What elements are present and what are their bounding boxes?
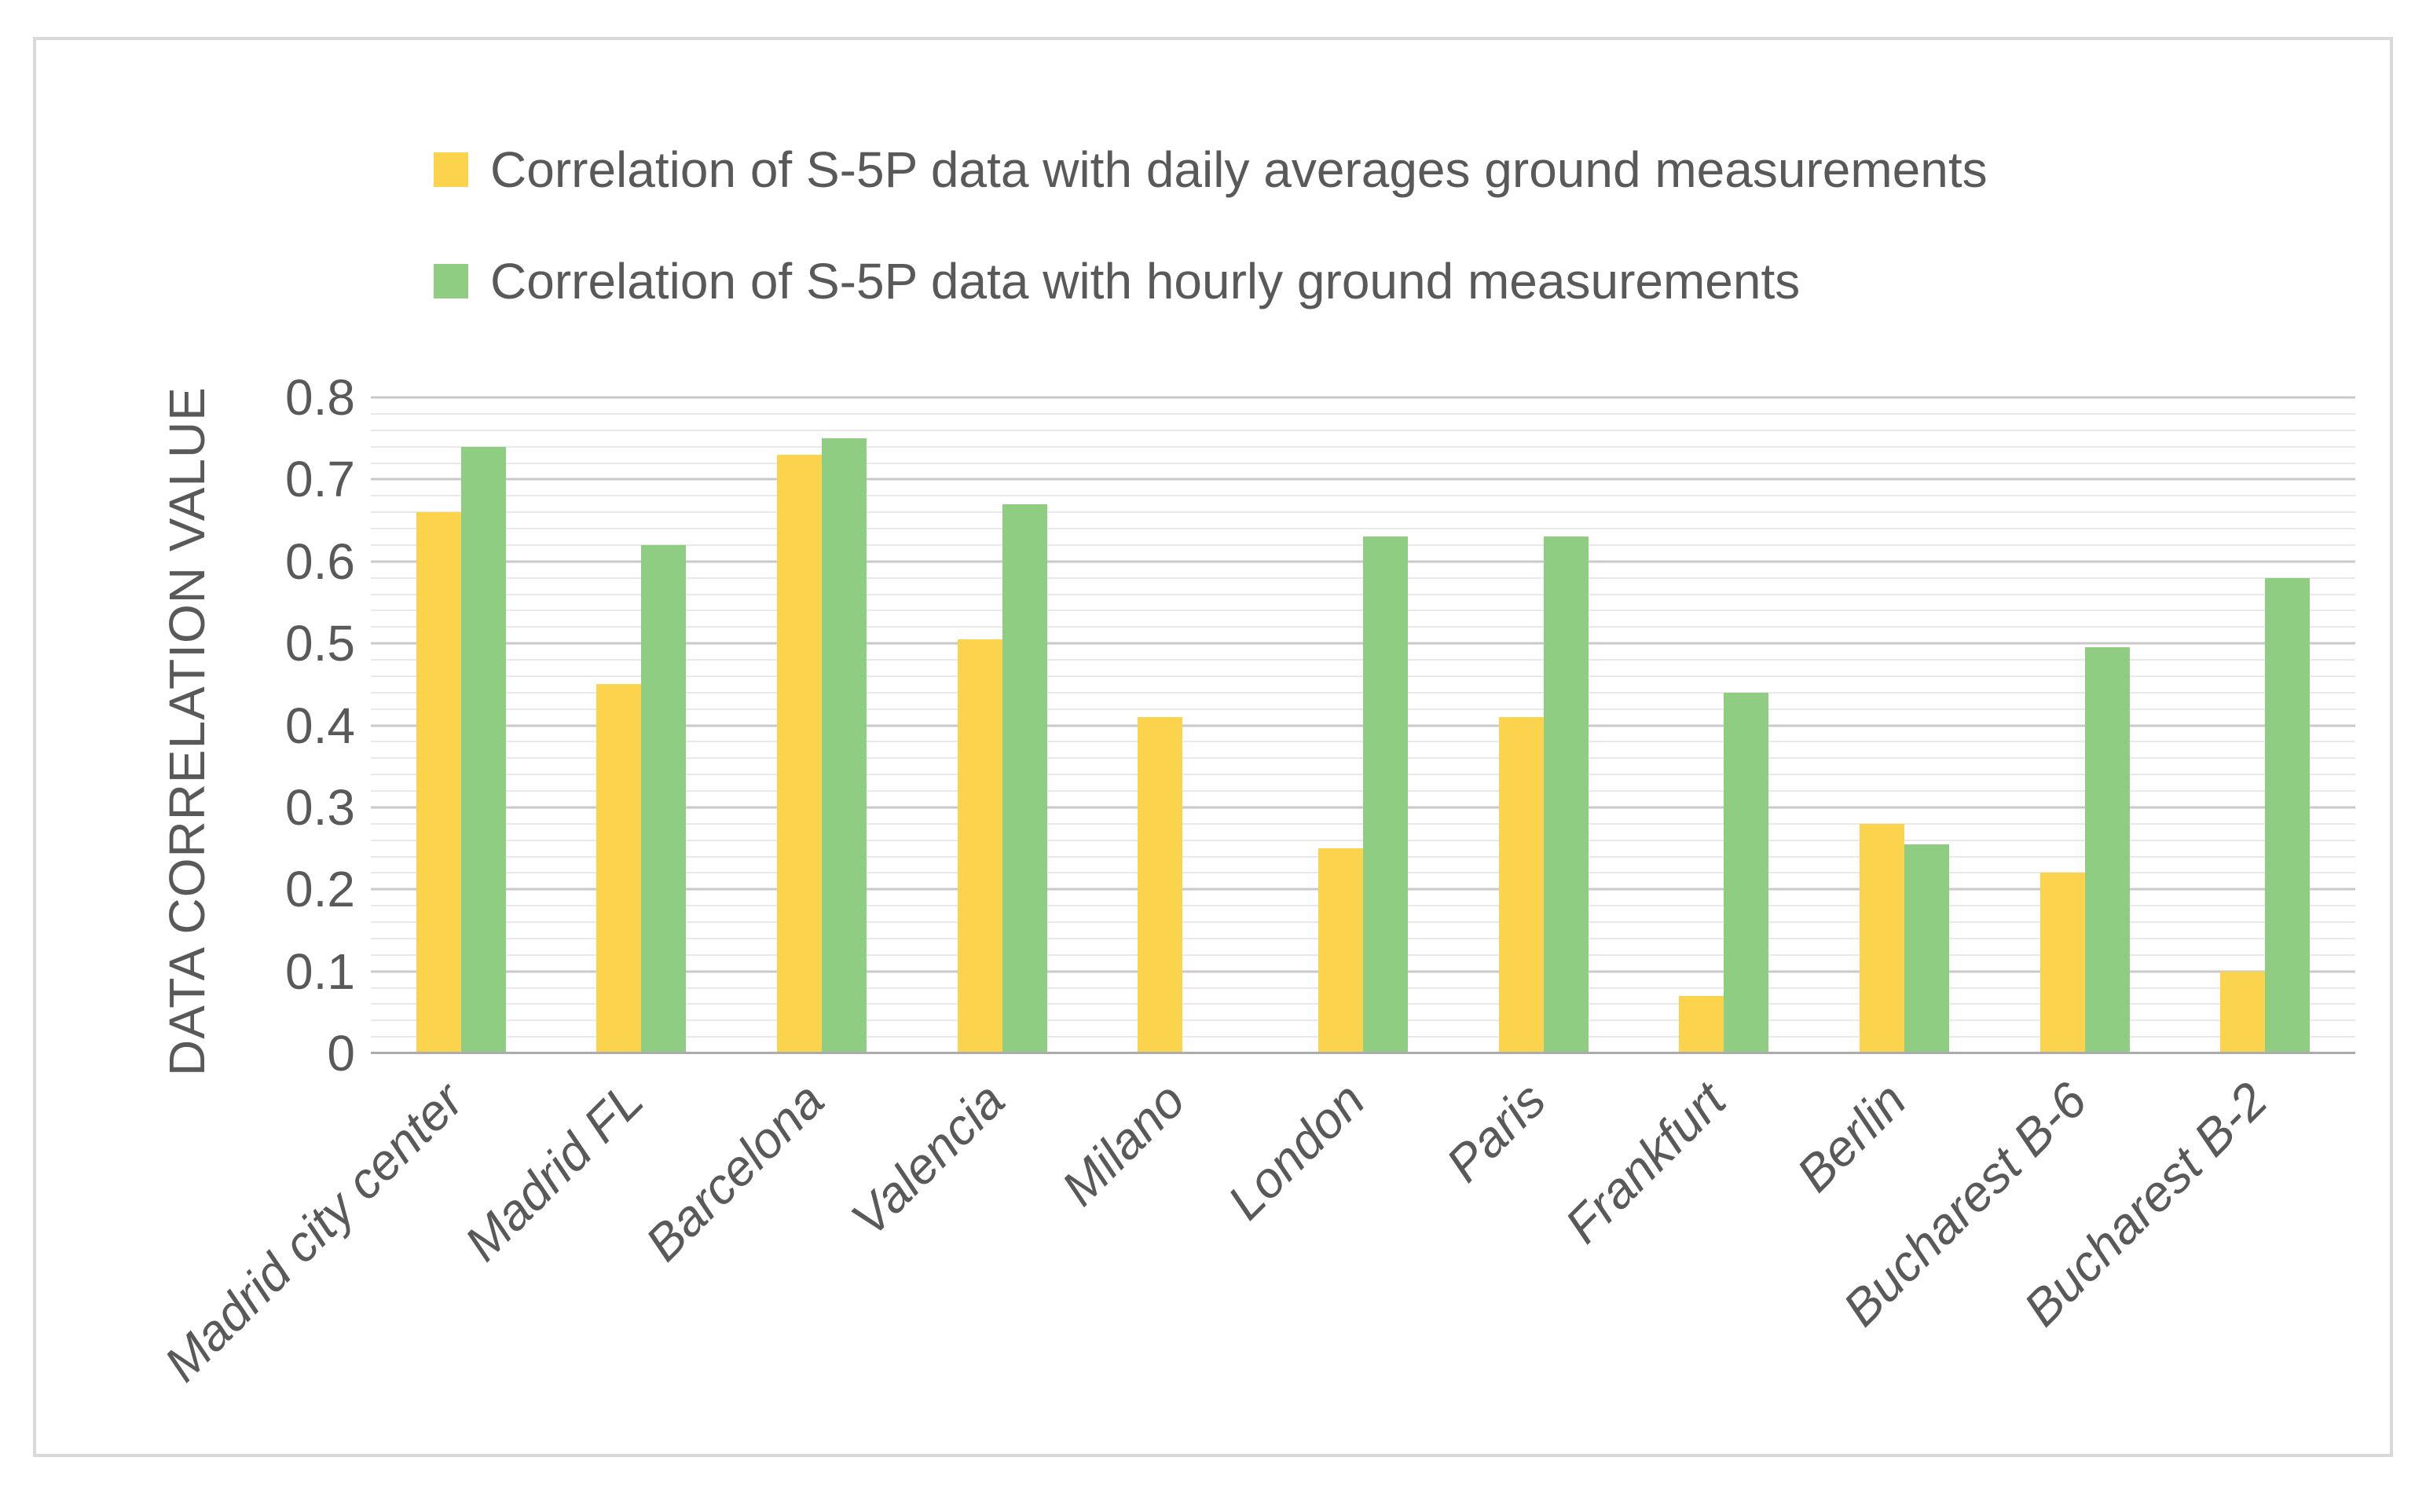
gridline-major [371, 724, 2355, 727]
y-tick-label: 0.2 [285, 861, 355, 918]
bar-group [1093, 397, 1273, 1053]
bar-hourly [641, 544, 687, 1053]
x-axis-label: London [1217, 1071, 1376, 1231]
chart-figure-frame: Correlation of S-5P data with daily aver… [33, 37, 2393, 1457]
bar-group [552, 397, 732, 1053]
bar-group [1814, 397, 1995, 1053]
legend-item-daily: Correlation of S-5P data with daily aver… [434, 134, 1988, 205]
gridline-minor [371, 429, 2355, 431]
legend-swatch-hourly [434, 264, 468, 298]
gridline-minor [371, 495, 2355, 497]
bar-group [731, 397, 912, 1053]
gridline-minor [371, 757, 2355, 760]
gridline-minor [371, 675, 2355, 677]
y-tick-label: 0.5 [285, 615, 355, 672]
bar-daily [2220, 971, 2266, 1053]
gridline-minor [371, 659, 2355, 661]
bar-daily [777, 455, 823, 1053]
x-axis-line [371, 1052, 2355, 1054]
bar-hourly [2265, 577, 2311, 1053]
legend-swatch-daily [434, 152, 468, 187]
gridline-major [371, 396, 2355, 399]
x-axis-label: Madrid city center [152, 1071, 475, 1393]
bar-group [1995, 397, 2175, 1053]
bar-group [371, 397, 552, 1053]
bar-daily [416, 512, 461, 1053]
x-axis-label: Milano [1050, 1071, 1196, 1217]
bar-hourly [460, 446, 506, 1053]
gridline-minor [371, 511, 2355, 514]
bar-hourly [1363, 536, 1409, 1053]
x-axis-label: Paris [1435, 1071, 1556, 1193]
bar-daily [1859, 823, 1904, 1053]
x-axis-label: Madrid FL [454, 1071, 654, 1272]
gridline-major [371, 642, 2355, 645]
y-tick-label: 0.7 [285, 451, 355, 508]
bar-group [1453, 397, 1634, 1053]
bar-hourly [2084, 647, 2130, 1053]
bar-hourly [1904, 844, 1949, 1053]
gridline-minor [371, 741, 2355, 743]
legend-item-hourly: Correlation of S-5P data with hourly gro… [434, 246, 1988, 317]
gridline-minor [371, 528, 2355, 529]
gridline-minor [371, 462, 2355, 464]
gridline-minor [371, 445, 2355, 448]
gridline-minor [371, 774, 2355, 776]
bar-hourly [1002, 503, 1047, 1053]
bar-daily [2039, 873, 2085, 1053]
gridline-minor [371, 691, 2355, 694]
legend-label: Correlation of S-5P data with daily aver… [490, 141, 1988, 198]
y-tick-label: 0.3 [285, 778, 355, 836]
plot-area [371, 396, 2355, 1054]
x-axis-label: Barcelona [634, 1071, 835, 1272]
bar-daily [1679, 995, 1724, 1053]
bar-daily [1138, 717, 1183, 1053]
gridline-minor [371, 839, 2355, 841]
y-tick-label: 0.1 [285, 943, 355, 1000]
gridline-major [371, 560, 2355, 563]
gridline-minor [371, 610, 2355, 612]
bar-hourly [822, 438, 867, 1053]
bar-daily [596, 684, 642, 1053]
legend-label: Correlation of S-5P data with hourly gro… [490, 252, 1801, 309]
bar-groups [371, 397, 2355, 1053]
y-tick-label: 0.4 [285, 697, 355, 754]
bar-group [2175, 397, 2355, 1053]
bar-hourly [1543, 536, 1589, 1053]
gridline-minor [371, 577, 2355, 579]
x-axis-label: Frankfurt [1554, 1071, 1737, 1254]
gridline-minor [371, 412, 2355, 415]
bar-daily [957, 639, 1002, 1053]
chart-legend: Correlation of S-5P data with daily aver… [434, 134, 1988, 317]
bar-group [1633, 397, 1814, 1053]
bar-group [912, 397, 1093, 1053]
bar-daily [1318, 848, 1364, 1053]
gridline-minor [371, 544, 2355, 546]
gridline-major [371, 806, 2355, 809]
y-tick-label: 0 [327, 1025, 355, 1082]
x-axis-labels: Madrid city center Madrid FL Barcelona Vale… [153, 1071, 2355, 1512]
gridline-minor [371, 708, 2355, 710]
gridline-minor [371, 822, 2355, 825]
bar-daily [1498, 717, 1544, 1053]
y-tick-label: 0.6 [285, 533, 355, 590]
bar-group [1273, 397, 1453, 1053]
gridline-minor [371, 593, 2355, 595]
gridline-minor [371, 626, 2355, 628]
x-axis-label: Berlin [1786, 1071, 1918, 1203]
gridline-minor [371, 790, 2355, 792]
x-axis-label: Valencia [840, 1071, 1015, 1247]
y-axis-tick-labels: 0 0.1 0.2 0.3 0.4 0.5 0.6 0.7 0.8 [130, 372, 355, 1078]
y-tick-label: 0.8 [285, 369, 355, 426]
bar-hourly [1724, 692, 1769, 1053]
gridline-major [371, 478, 2355, 481]
